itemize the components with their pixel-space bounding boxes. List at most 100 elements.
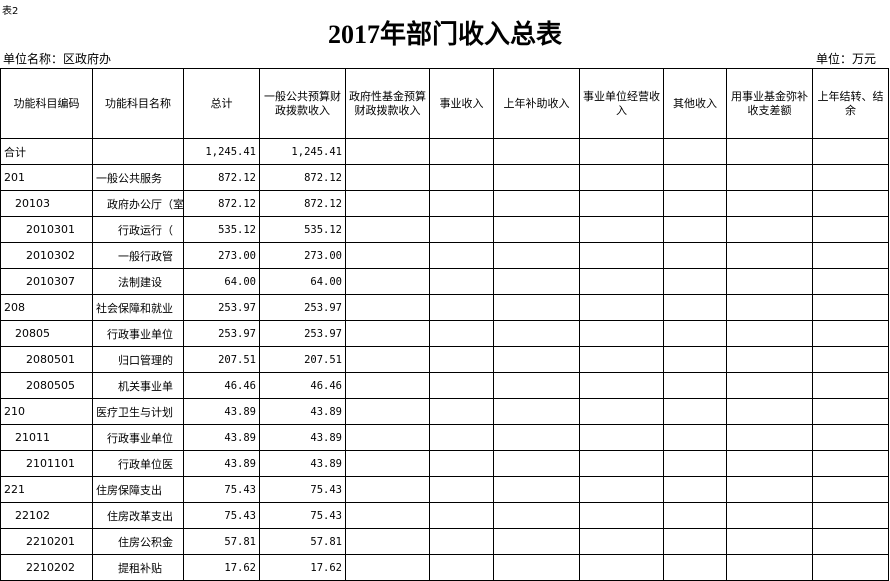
empty-cell (812, 138, 889, 165)
table-row: 208 社会保障和就业 253.97 253.97 (0, 294, 889, 321)
cell-total: 43.89 (183, 424, 260, 451)
table-number: 表2 (2, 6, 19, 17)
empty-cell (493, 138, 580, 165)
empty-cell (812, 476, 889, 503)
column-header: 其他收入 (663, 68, 727, 139)
empty-cell (429, 502, 494, 529)
cell-code: 2010307 (0, 268, 93, 295)
table-row: 22102 住房改革支出 75.43 75.43 (0, 502, 889, 529)
cell-total: 43.89 (183, 398, 260, 425)
cell-code: 合计 (0, 138, 93, 165)
cell-general: 64.00 (259, 268, 346, 295)
cell-total: 46.46 (183, 372, 260, 399)
cell-code: 221 (0, 476, 93, 503)
empty-cell (663, 216, 727, 243)
cell-total: 207.51 (183, 346, 260, 373)
empty-cell (579, 138, 664, 165)
column-header: 事业收入 (429, 68, 494, 139)
empty-cell (726, 138, 813, 165)
empty-cell (429, 216, 494, 243)
cell-general: 17.62 (259, 554, 346, 581)
cell-total: 535.12 (183, 216, 260, 243)
cell-total: 57.81 (183, 528, 260, 555)
empty-cell (345, 528, 430, 555)
empty-cell (345, 372, 430, 399)
cell-name: 行政单位医 (92, 450, 184, 477)
empty-cell (663, 424, 727, 451)
empty-cell (493, 554, 580, 581)
table-row: 2010302 一般行政管 273.00 273.00 (0, 242, 889, 269)
empty-cell (812, 450, 889, 477)
empty-cell (345, 268, 430, 295)
table-row: 2010307 法制建设 64.00 64.00 (0, 268, 889, 295)
empty-cell (493, 528, 580, 555)
cell-total: 872.12 (183, 164, 260, 191)
cell-name: 医疗卫生与计划 (92, 398, 184, 425)
empty-cell (429, 528, 494, 555)
table-row: 201 一般公共服务 872.12 872.12 (0, 164, 889, 191)
table-row: 221 住房保障支出 75.43 75.43 (0, 476, 889, 503)
column-header: 上年补助收入 (493, 68, 580, 139)
cell-name: 一般公共服务 (92, 164, 184, 191)
empty-cell (345, 346, 430, 373)
empty-cell (345, 320, 430, 347)
column-header: 一般公共预算财政拨款收入 (259, 68, 346, 139)
table-row: 2210202 提租补贴 17.62 17.62 (0, 554, 889, 581)
table-row: 合计 1,245.41 1,245.41 (0, 138, 889, 165)
cell-code: 2210201 (0, 528, 93, 555)
empty-cell (726, 372, 813, 399)
empty-cell (812, 502, 889, 529)
empty-cell (579, 320, 664, 347)
empty-cell (493, 294, 580, 321)
cell-name: 行政事业单位 (92, 424, 184, 451)
cell-code: 22102 (0, 502, 93, 529)
empty-cell (345, 450, 430, 477)
column-header: 事业单位经营收入 (579, 68, 664, 139)
empty-cell (726, 320, 813, 347)
cell-total: 1,245.41 (183, 138, 260, 165)
empty-cell (663, 294, 727, 321)
empty-cell (726, 164, 813, 191)
column-header: 功能科目名称 (92, 68, 184, 139)
column-header: 上年结转、结余 (812, 68, 889, 139)
table-row: 2101101 行政单位医 43.89 43.89 (0, 450, 889, 477)
empty-cell (345, 424, 430, 451)
empty-cell (663, 320, 727, 347)
empty-cell (663, 528, 727, 555)
cell-name: 社会保障和就业 (92, 294, 184, 321)
cell-general: 872.12 (259, 190, 346, 217)
empty-cell (345, 554, 430, 581)
empty-cell (493, 476, 580, 503)
empty-cell (812, 554, 889, 581)
empty-cell (429, 138, 494, 165)
empty-cell (579, 216, 664, 243)
cell-code: 2010301 (0, 216, 93, 243)
cell-total: 253.97 (183, 294, 260, 321)
cell-code: 2080501 (0, 346, 93, 373)
cell-name: 一般行政管 (92, 242, 184, 269)
empty-cell (493, 320, 580, 347)
column-header: 功能科目编码 (0, 68, 93, 139)
empty-cell (726, 554, 813, 581)
table-row: 21011 行政事业单位 43.89 43.89 (0, 424, 889, 451)
cell-total: 253.97 (183, 320, 260, 347)
table-row: 2080505 机关事业单 46.46 46.46 (0, 372, 889, 399)
cell-code: 21011 (0, 424, 93, 451)
empty-cell (663, 164, 727, 191)
table-row: 2210201 住房公积金 57.81 57.81 (0, 528, 889, 555)
empty-cell (345, 502, 430, 529)
cell-name: 住房改革支出 (92, 502, 184, 529)
empty-cell (429, 346, 494, 373)
empty-cell (579, 372, 664, 399)
empty-cell (345, 164, 430, 191)
empty-cell (579, 476, 664, 503)
cell-name (92, 138, 184, 165)
empty-cell (812, 190, 889, 217)
cell-name: 法制建设 (92, 268, 184, 295)
cell-name: 住房公积金 (92, 528, 184, 555)
empty-cell (812, 216, 889, 243)
cell-total: 17.62 (183, 554, 260, 581)
cell-general: 75.43 (259, 502, 346, 529)
empty-cell (726, 242, 813, 269)
empty-cell (579, 502, 664, 529)
